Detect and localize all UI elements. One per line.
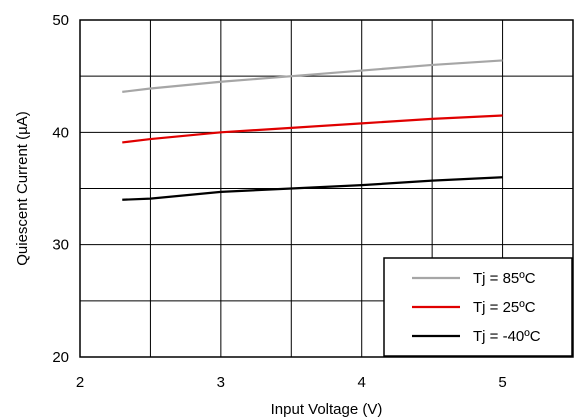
x-tick-label: 2 — [76, 374, 84, 391]
x-tick-labels: 2 3 4 5 — [76, 374, 507, 391]
x-axis-title: Input Voltage (V) — [271, 401, 383, 418]
series-lines — [122, 59, 503, 201]
series-line-1 — [122, 114, 503, 144]
series-line-0 — [122, 59, 503, 93]
legend: Tj = 85ºC Tj = 25ºC Tj = -40ºC — [383, 257, 573, 357]
grid — [79, 19, 574, 358]
y-axis-title: Quiescent Current (µA) — [14, 111, 31, 266]
y-tick-label: 30 — [52, 237, 69, 254]
y-tick-labels: 20 30 40 50 — [52, 12, 69, 366]
legend-label-1: Tj = 25ºC — [473, 299, 536, 316]
y-tick-label: 50 — [52, 12, 69, 29]
legend-label-2: Tj = -40ºC — [473, 328, 541, 345]
x-tick-label: 5 — [498, 374, 506, 391]
y-tick-label: 20 — [52, 349, 69, 366]
x-tick-label: 4 — [358, 374, 366, 391]
legend-label-0: Tj = 85ºC — [473, 270, 536, 287]
x-tick-label: 3 — [217, 374, 225, 391]
series-line-2 — [122, 176, 503, 201]
y-tick-label: 40 — [52, 124, 69, 141]
plot-frame — [79, 19, 574, 358]
